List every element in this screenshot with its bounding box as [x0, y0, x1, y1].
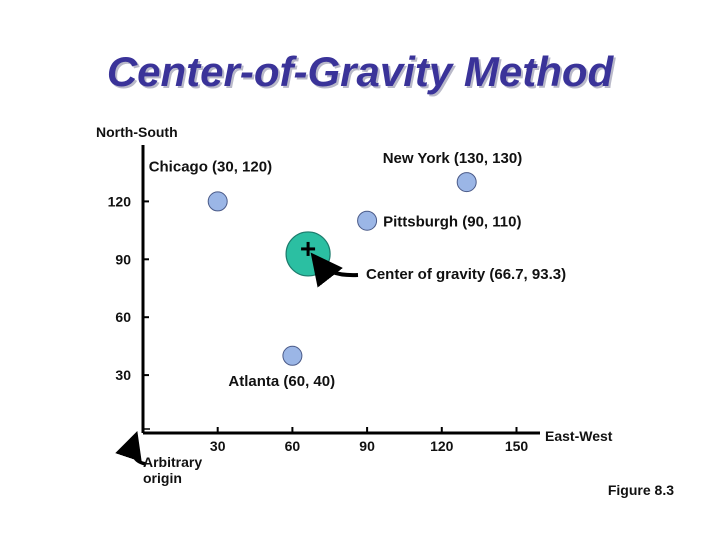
center-arrow — [310, 252, 359, 288]
y-tick-label: 60 — [115, 309, 131, 325]
x-tick-label: 90 — [359, 438, 375, 454]
y-axis-title: North-South — [96, 124, 178, 140]
city-point — [207, 191, 228, 212]
page-title: Center-of-Gravity Method — [106, 48, 614, 95]
city-label: Atlanta (60, 40) — [228, 373, 335, 390]
city-label: Pittsburgh (90, 110) — [383, 214, 521, 231]
x-tick-label: 150 — [505, 438, 529, 454]
y-tick-label: 30 — [115, 367, 131, 383]
center-label: Center of gravity (66.7, 93.3) — [366, 266, 566, 283]
y-tick-label: 90 — [115, 251, 131, 267]
origin-note-line1: Arbitrary — [143, 454, 202, 470]
city-label: Chicago (30, 120) — [149, 158, 272, 175]
figure-label: Figure 8.3 — [607, 482, 674, 498]
x-tick-label: 30 — [210, 438, 226, 454]
city-point — [282, 345, 303, 366]
x-axis-title: East-West — [545, 428, 613, 444]
y-tick-label: 120 — [108, 193, 132, 209]
x-tick-label: 120 — [430, 438, 454, 454]
city-label: New York (130, 130) — [383, 150, 523, 167]
origin-note-line2: origin — [143, 470, 182, 486]
city-point — [456, 172, 477, 193]
x-tick-label: 60 — [285, 438, 301, 454]
origin-arrow — [115, 431, 147, 466]
city-point — [357, 210, 378, 231]
